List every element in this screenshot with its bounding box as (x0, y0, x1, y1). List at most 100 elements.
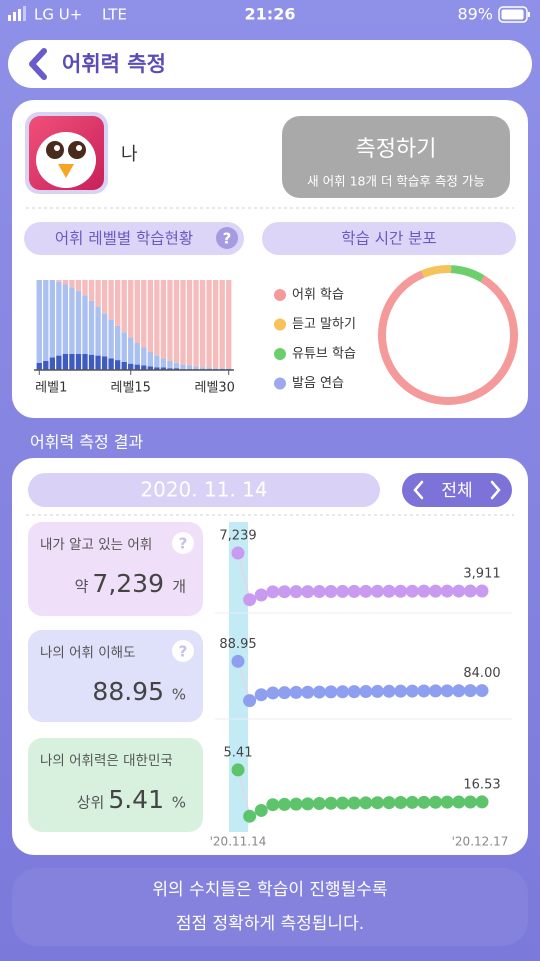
date-highlight (229, 522, 248, 832)
metric-value: 7,239 (92, 569, 164, 598)
bar-segment (186, 365, 193, 370)
bar-segment (160, 280, 167, 359)
bar-segment (128, 337, 134, 364)
data-point (452, 684, 466, 698)
back-button[interactable] (29, 48, 47, 80)
x-tick-label: 레벨30 (194, 381, 234, 396)
help-icon-mark: ? (179, 643, 188, 661)
data-point (370, 684, 384, 698)
bar-segment (219, 280, 225, 369)
data-point (301, 685, 315, 699)
bar-segment (173, 362, 180, 369)
level-chart-title: 어휘 레벨별 학습현황 (55, 230, 193, 248)
metric-card (28, 522, 203, 616)
bar-segment (62, 353, 69, 370)
data-point (475, 795, 489, 809)
profile-icon (25, 112, 108, 194)
bar-segment (154, 367, 160, 370)
metric-card (28, 738, 203, 832)
data-point (405, 795, 419, 809)
bar-segment (56, 355, 62, 370)
metric-value: 88.95 (92, 677, 164, 706)
bar-segment (115, 325, 121, 361)
metric-label: 나의 어휘 이해도 (40, 645, 136, 661)
profile-name: 나 (121, 144, 138, 165)
x-tick-label: 레벨1 (35, 381, 67, 396)
measure-button[interactable] (282, 116, 510, 198)
data-label: 84.00 (463, 666, 500, 681)
filter-button[interactable] (402, 473, 512, 507)
results-title: 어휘력 측정 결과 (30, 433, 143, 452)
legend-dot (274, 348, 286, 360)
bar-segment (141, 280, 147, 348)
metric-card (28, 630, 203, 722)
bar-segment (56, 280, 62, 282)
bar-segment (134, 364, 140, 370)
data-point (312, 685, 326, 699)
metric-label: 나의 어휘력은 대한민국 (40, 753, 173, 769)
bar-segment (154, 280, 160, 356)
bar-segment (108, 358, 114, 370)
bar-segment (62, 280, 69, 285)
footer-note (12, 868, 528, 946)
data-point (301, 797, 315, 811)
next-arrow[interactable] (490, 480, 501, 500)
help-icon-mark: ? (179, 535, 188, 553)
bar-segment (141, 347, 147, 366)
bar-segment (147, 366, 153, 370)
data-point (336, 584, 350, 598)
bar-segment (226, 368, 232, 370)
data-point (440, 795, 454, 809)
help-icon[interactable] (172, 640, 194, 662)
data-label: 7,239 (219, 528, 256, 543)
bar-segment (213, 368, 219, 370)
signal-bar (23, 6, 26, 21)
time-chart-pill (262, 222, 516, 255)
status-bar: LG U+ LTE 21:26 89% (8, 5, 530, 24)
data-point (254, 588, 268, 602)
data-point (382, 684, 396, 698)
data-point (370, 796, 384, 810)
data-point (370, 584, 384, 598)
battery-outline (498, 6, 528, 23)
bar-segment (219, 368, 225, 370)
help-icon[interactable] (172, 532, 194, 554)
bar-segment (147, 280, 153, 352)
bar-segment (199, 367, 206, 370)
data-point (336, 796, 350, 810)
data-point (324, 584, 338, 598)
bar-segment (88, 354, 95, 370)
data-point (382, 796, 396, 810)
bar-segment (82, 280, 88, 296)
data-point (463, 684, 477, 698)
bar-segment (167, 361, 173, 369)
level-chart-pill (24, 222, 244, 255)
bar-segment (154, 355, 160, 368)
legend-dot (274, 289, 286, 301)
data-point (324, 796, 338, 810)
bar-segment (36, 362, 42, 370)
bar-segment (134, 343, 140, 365)
help-icon[interactable] (216, 227, 238, 249)
bar-segment (173, 368, 180, 370)
metric-label: 내가 알고 있는 어휘 (40, 537, 152, 553)
data-point (347, 685, 361, 699)
result-date: 2020. 11. 14 (140, 478, 267, 502)
prev-arrow[interactable] (413, 480, 424, 500)
bar-segment (128, 363, 134, 370)
bar-segment (108, 280, 114, 320)
data-point (429, 584, 443, 598)
data-point (405, 684, 419, 698)
data-point (243, 694, 257, 708)
data-point (277, 585, 291, 599)
bar-segment (108, 319, 114, 359)
bar-segment (56, 281, 62, 356)
bar-segment (101, 280, 108, 314)
header-bar (8, 40, 532, 88)
legend-label: 듣고 말하기 (292, 317, 356, 332)
data-point (359, 685, 373, 699)
bird-beak (58, 164, 74, 178)
bar-segment (82, 353, 88, 370)
bar-segment (206, 280, 212, 368)
